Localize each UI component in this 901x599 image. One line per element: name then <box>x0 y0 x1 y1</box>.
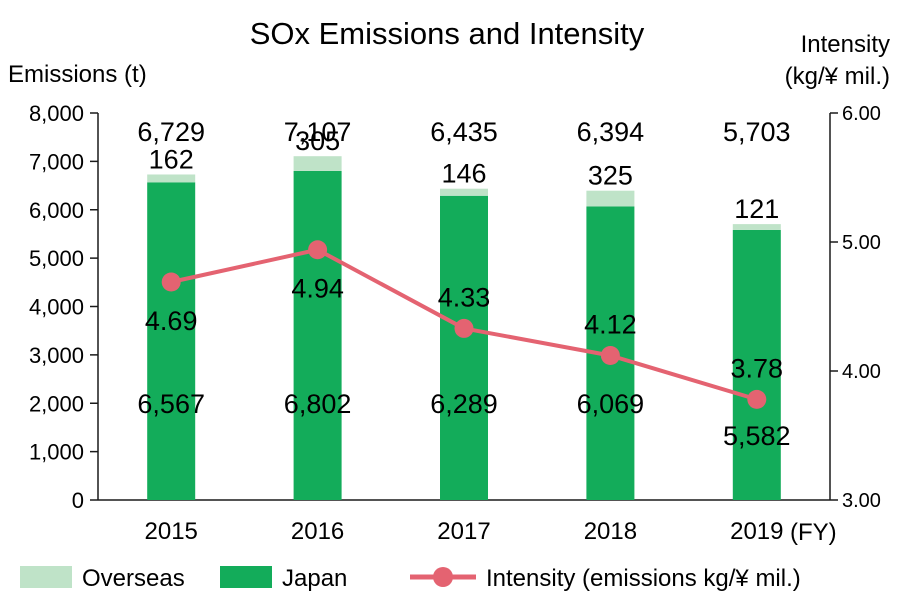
japan-value-label: 6,802 <box>284 389 352 419</box>
legend-swatch-japan <box>220 566 272 588</box>
y-axis-title: Emissions (t) <box>8 61 147 88</box>
bar-overseas <box>733 224 781 230</box>
japan-value-label: 6,567 <box>137 389 205 419</box>
y-tick-label: 0 <box>72 488 84 513</box>
japan-value-label: 6,289 <box>430 389 498 419</box>
y-tick-label: 1,000 <box>29 440 84 465</box>
intensity-value-label: 4.69 <box>145 306 198 336</box>
intensity-point <box>308 240 327 259</box>
total-label: 6,435 <box>430 117 498 147</box>
legend-label-overseas: Overseas <box>82 565 185 592</box>
intensity-point <box>747 390 766 409</box>
y2-tick-label: 5.00 <box>842 232 881 254</box>
japan-value-label: 5,582 <box>723 421 791 451</box>
intensity-value-label: 4.12 <box>584 310 637 340</box>
y-tick-label: 6,000 <box>29 198 84 223</box>
legend: Overseas Japan Intensity (emissions kg/¥… <box>20 565 801 592</box>
y-tick-label: 7,000 <box>29 149 84 174</box>
x-tick-label: 2015 <box>145 518 198 545</box>
chart-title: SOx Emissions and Intensity <box>250 16 645 51</box>
overseas-value-label: 121 <box>734 194 779 224</box>
bar-overseas <box>586 191 634 207</box>
intensity-value-label: 4.94 <box>291 274 344 304</box>
overseas-value-label: 325 <box>588 161 633 191</box>
y-tick-label: 4,000 <box>29 295 84 320</box>
y-tick-label: 5,000 <box>29 246 84 271</box>
y2-axis-title-line2: (kg/¥ mil.) <box>785 63 890 90</box>
y2-tick-label: 3.00 <box>842 490 881 512</box>
y2-axis-title-line1: Intensity <box>801 31 890 58</box>
x-tick-label: 2019 <box>730 518 783 545</box>
bar-overseas <box>294 156 342 171</box>
intensity-value-label: 3.78 <box>731 353 784 383</box>
total-label: 6,394 <box>577 117 645 147</box>
x-axis-unit: (FY) <box>790 519 837 546</box>
y-tick-label: 2,000 <box>29 391 84 416</box>
bar-overseas <box>147 174 195 182</box>
total-label: 5,703 <box>723 117 791 147</box>
intensity-point <box>162 272 181 291</box>
data-labels: 6,7291626,5674.697,1073056,8024.946,4351… <box>137 117 790 451</box>
overseas-value-label: 146 <box>441 159 486 189</box>
intensity-point <box>601 346 620 365</box>
x-tick-label: 2018 <box>584 518 637 545</box>
y2-tick-label: 4.00 <box>842 361 881 383</box>
x-tick-label: 2016 <box>291 518 344 545</box>
overseas-value-label: 162 <box>149 144 194 174</box>
y2-tick-label: 6.00 <box>842 103 881 125</box>
bar-japan <box>147 182 195 500</box>
intensity-point <box>455 319 474 338</box>
legend-label-japan: Japan <box>282 565 347 592</box>
chart: SOx Emissions and Intensity Emissions (t… <box>0 0 901 599</box>
japan-value-label: 6,069 <box>577 389 645 419</box>
bar-japan <box>294 171 342 500</box>
y-tick-label: 3,000 <box>29 343 84 368</box>
total-label: 6,729 <box>137 117 205 147</box>
y-tick-label: 8,000 <box>29 101 84 126</box>
legend-marker-intensity <box>433 567 453 587</box>
bar-overseas <box>440 189 488 196</box>
overseas-value-label: 305 <box>295 126 340 156</box>
bar-japan <box>440 196 488 500</box>
intensity-value-label: 4.33 <box>438 282 491 312</box>
legend-label-intensity: Intensity (emissions kg/¥ mil.) <box>486 565 801 592</box>
x-tick-label: 2017 <box>437 518 490 545</box>
legend-swatch-overseas <box>20 566 72 588</box>
